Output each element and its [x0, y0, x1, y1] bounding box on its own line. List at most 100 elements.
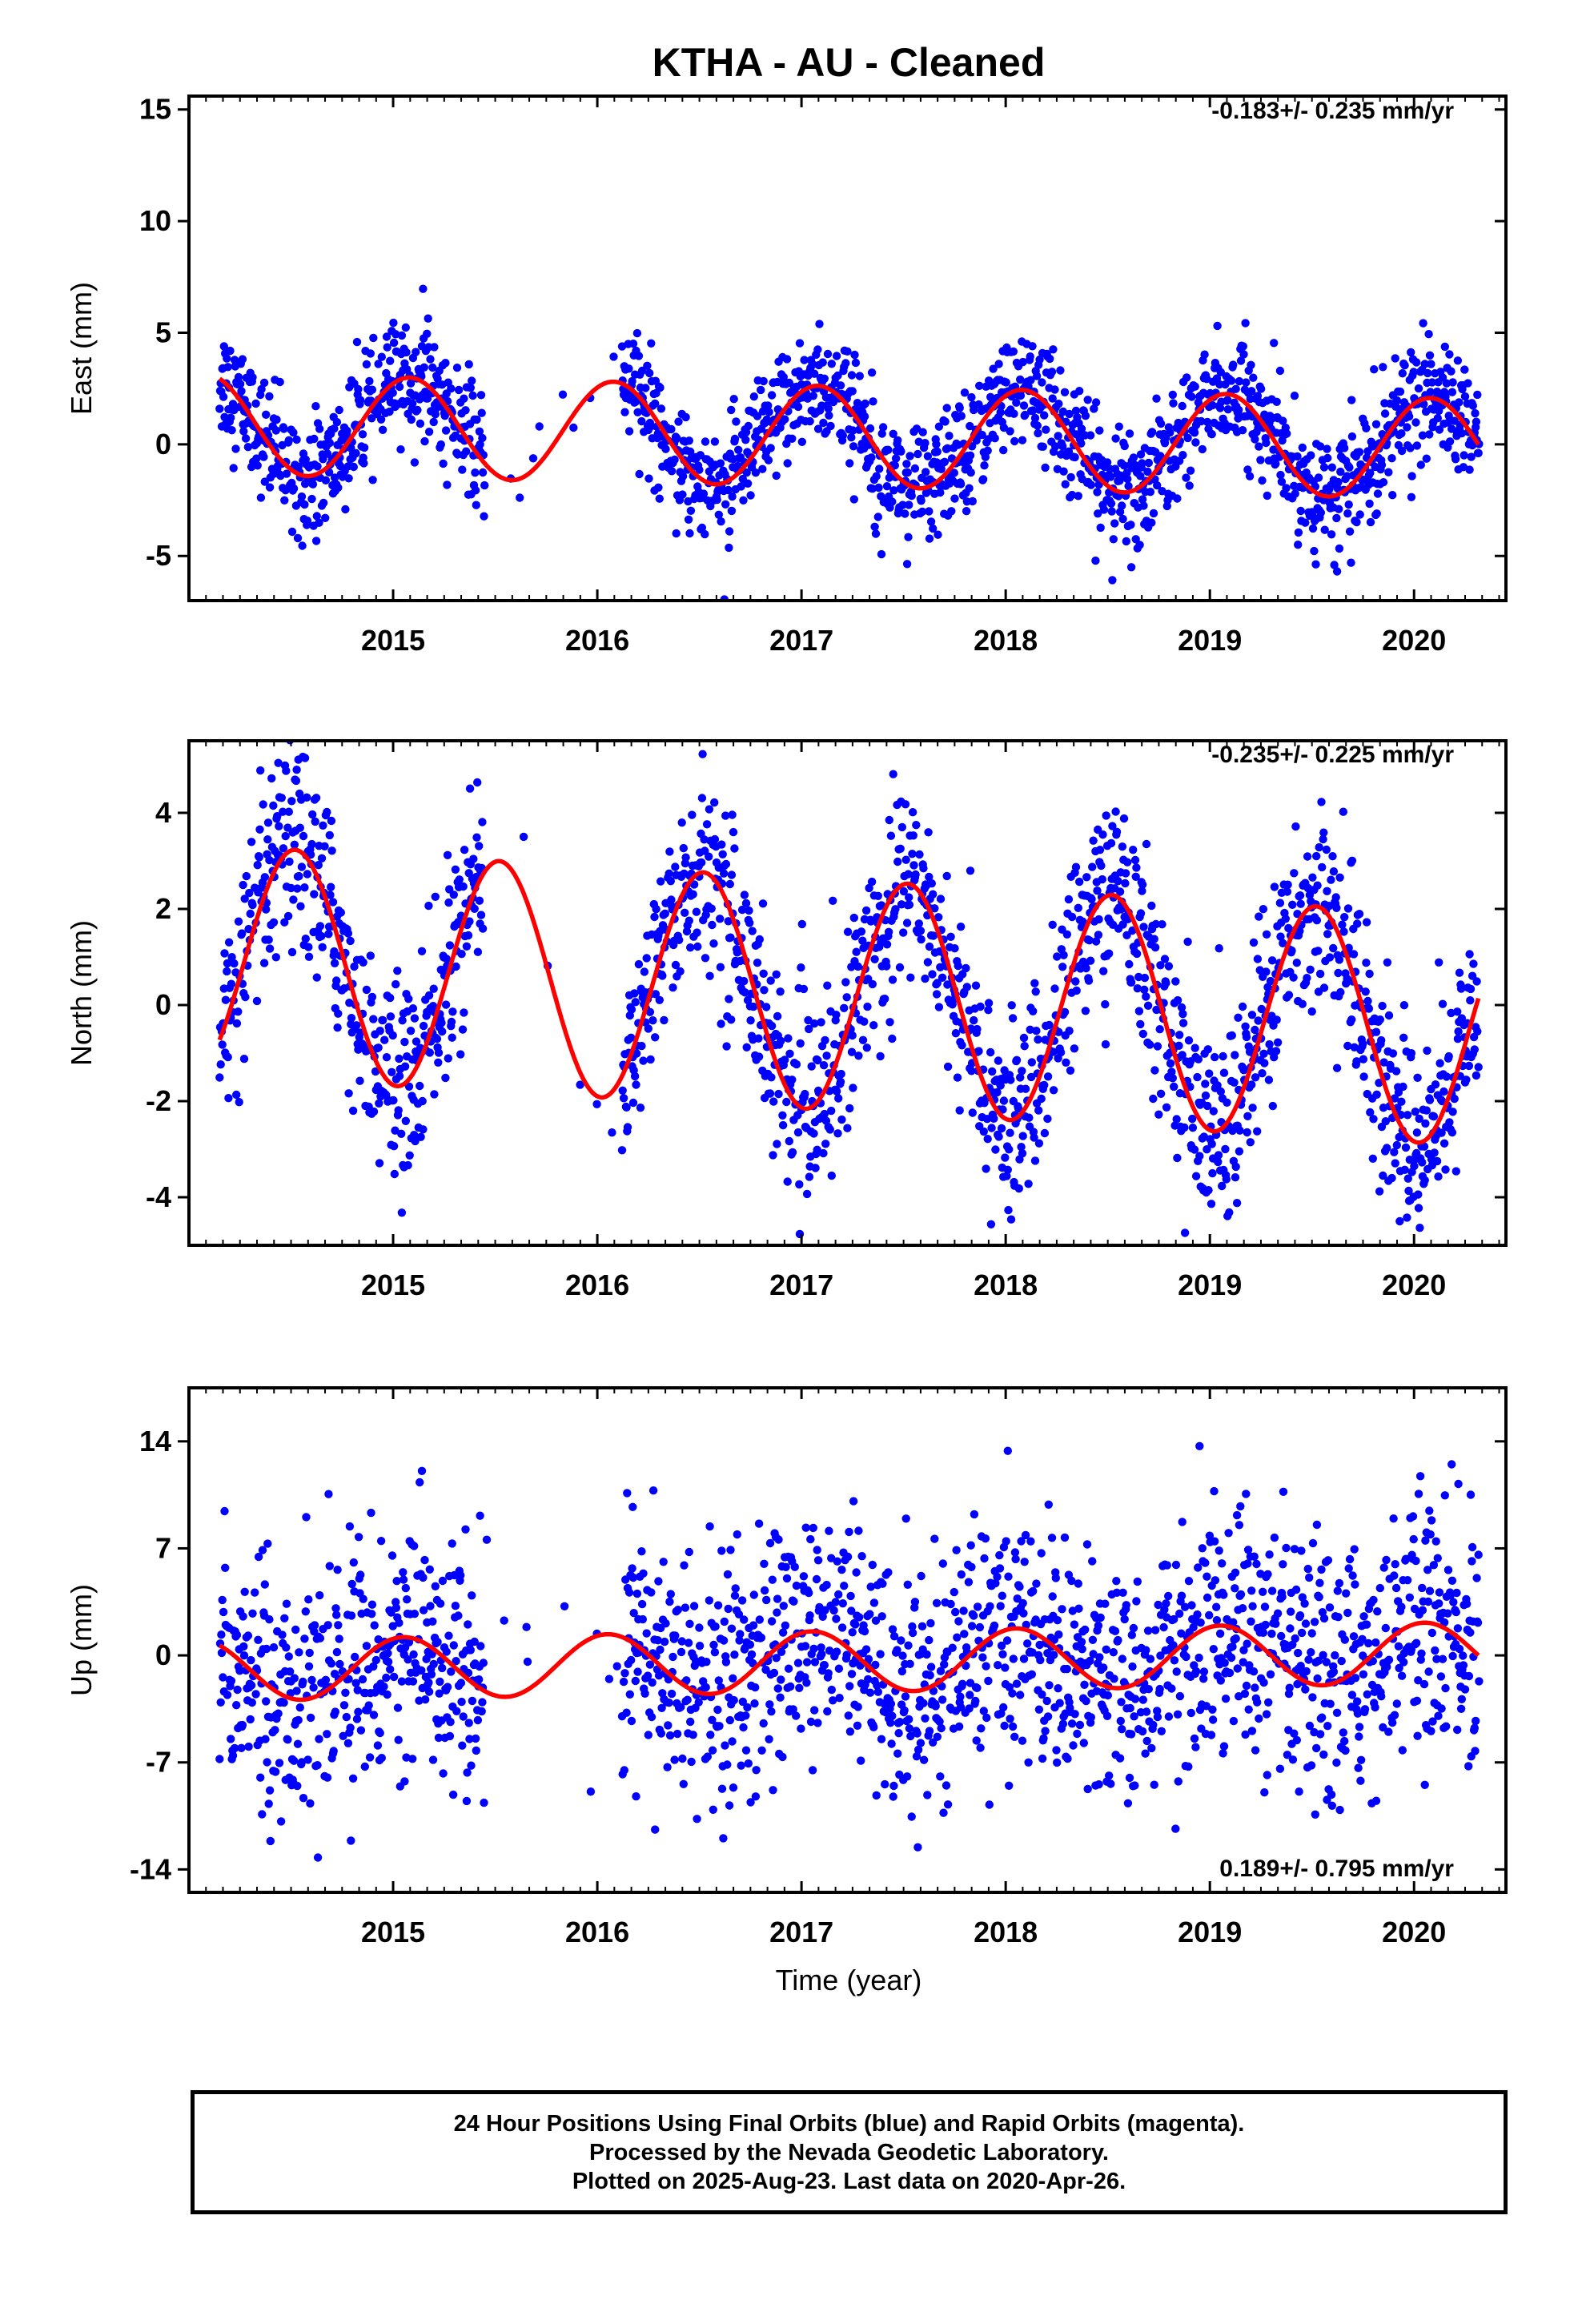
data-point: [1065, 409, 1074, 419]
data-point: [749, 1002, 758, 1011]
data-point: [243, 1631, 253, 1640]
data-point: [1147, 1743, 1156, 1753]
data-point: [639, 1056, 648, 1065]
data-point: [366, 349, 375, 358]
data-point: [772, 970, 781, 979]
data-point: [1444, 412, 1453, 420]
data-point: [1183, 937, 1192, 947]
x-tick-label: 2019: [1178, 624, 1242, 657]
data-point: [725, 543, 733, 553]
data-point: [1142, 992, 1150, 1001]
data-point: [469, 854, 478, 863]
data-point: [1164, 1712, 1174, 1721]
data-point: [1191, 1043, 1199, 1052]
data-point: [821, 1140, 830, 1148]
data-point: [1164, 1591, 1173, 1601]
data-point: [1026, 376, 1035, 384]
data-point: [234, 372, 243, 382]
data-point: [435, 1689, 444, 1698]
data-point: [667, 895, 676, 904]
data-point: [1147, 901, 1156, 911]
data-point: [948, 1643, 957, 1652]
data-point: [642, 1629, 651, 1638]
data-point: [960, 388, 970, 397]
data-point: [1425, 1096, 1435, 1104]
data-point: [801, 1089, 809, 1099]
data-point: [843, 347, 852, 356]
data-point: [1320, 525, 1329, 534]
data-point: [648, 1016, 657, 1025]
data-point: [1474, 1063, 1483, 1072]
data-point: [461, 1525, 470, 1534]
data-point: [716, 459, 725, 468]
data-point: [1013, 1594, 1022, 1603]
data-point: [1120, 1614, 1129, 1624]
data-point: [1062, 1058, 1070, 1068]
data-point: [670, 1755, 679, 1764]
data-point: [730, 1651, 739, 1659]
data-point: [1109, 535, 1118, 544]
data-point: [665, 1597, 674, 1606]
data-point: [1050, 984, 1059, 993]
data-point: [1438, 373, 1447, 382]
data-point: [1271, 459, 1280, 468]
data-point: [982, 1662, 990, 1671]
data-point: [404, 995, 413, 1003]
data-point: [245, 888, 254, 898]
data-point: [1231, 1173, 1240, 1182]
data-point: [1258, 1069, 1267, 1078]
data-point: [1391, 1067, 1401, 1076]
data-point: [1173, 494, 1182, 503]
data-point: [364, 1701, 373, 1710]
data-point: [1362, 918, 1371, 927]
data-point: [853, 1703, 862, 1711]
data-point: [1071, 406, 1081, 416]
data-point: [962, 963, 970, 973]
data-point: [877, 429, 886, 438]
data-point: [832, 352, 841, 360]
data-point: [280, 496, 289, 505]
data-point: [985, 1800, 994, 1809]
data-point: [790, 1562, 799, 1571]
data-point: [678, 472, 688, 480]
data-point: [345, 1522, 355, 1531]
data-point: [286, 1667, 295, 1676]
data-point: [1080, 1680, 1089, 1689]
data-point: [1439, 1139, 1449, 1148]
data-point: [1298, 443, 1307, 452]
data-point: [473, 778, 482, 787]
data-point: [802, 1658, 812, 1667]
data-point: [929, 931, 938, 940]
data-point: [1247, 1080, 1256, 1089]
data-point: [849, 1497, 858, 1506]
data-point: [977, 1724, 986, 1733]
data-point: [665, 869, 673, 879]
data-point: [1047, 368, 1057, 376]
data-point: [926, 1618, 935, 1628]
data-point: [419, 284, 428, 293]
data-point: [305, 1648, 314, 1658]
data-point: [702, 1658, 711, 1667]
data-point: [1180, 1123, 1189, 1132]
data-point: [434, 1733, 444, 1743]
data-point: [1136, 909, 1146, 918]
data-point: [1071, 862, 1081, 871]
data-point: [1366, 468, 1375, 477]
data-point: [1015, 1582, 1024, 1591]
data-point: [665, 1699, 673, 1707]
data-point: [751, 1792, 761, 1801]
data-point: [653, 1636, 662, 1645]
data-point: [741, 1711, 750, 1720]
data-point: [1062, 930, 1072, 939]
data-point: [397, 1677, 407, 1686]
data-point: [669, 1652, 677, 1662]
data-point: [308, 810, 317, 819]
data-point: [1370, 365, 1379, 374]
data-point: [609, 352, 618, 361]
data-point: [1353, 919, 1362, 928]
data-point: [1078, 1645, 1086, 1654]
data-point: [672, 529, 681, 538]
data-point: [1081, 1625, 1090, 1634]
data-point: [297, 862, 307, 871]
data-point: [277, 794, 286, 802]
